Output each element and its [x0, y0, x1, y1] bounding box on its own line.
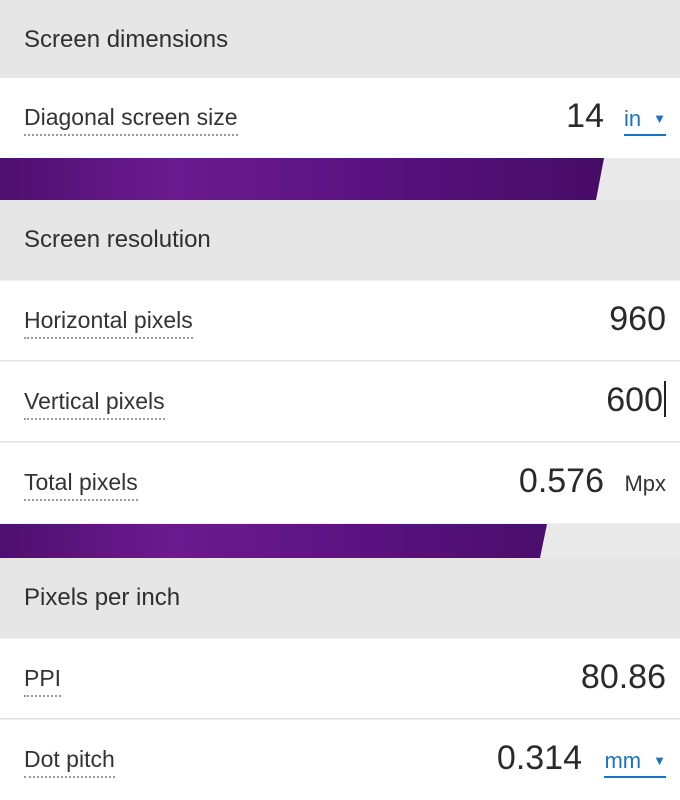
- band-fold: [540, 524, 680, 558]
- dot-pitch-unit-select[interactable]: mm ▼: [604, 746, 666, 778]
- section-title: Screen dimensions: [24, 26, 229, 53]
- section-title: Pixels per inch: [24, 584, 181, 611]
- caret-down-icon: ▼: [653, 753, 666, 768]
- ppi-value: 80.86: [580, 658, 666, 696]
- row-vertical-pixels: Vertical pixels 600: [0, 362, 680, 442]
- row-horizontal-pixels: Horizontal pixels 960: [0, 281, 680, 361]
- section-header-pixels-per-inch: Pixels per inch: [0, 558, 680, 638]
- horizontal-pixels-label: Horizontal pixels: [24, 305, 193, 339]
- horizontal-pixels-input[interactable]: 960: [609, 300, 666, 338]
- decorative-band: [0, 158, 680, 200]
- caret-down-icon: ▼: [653, 111, 666, 126]
- section-header-screen-dimensions: Screen dimensions: [0, 0, 680, 80]
- row-diagonal-screen-size: Diagonal screen size 14 in ▼: [0, 78, 680, 158]
- dot-pitch-label: Dot pitch: [24, 744, 115, 778]
- diagonal-unit-label: in: [624, 106, 642, 131]
- dot-pitch-value: 0.314: [496, 739, 582, 777]
- diagonal-unit-select[interactable]: in ▼: [624, 104, 666, 136]
- row-dot-pitch: Dot pitch 0.314 mm ▼: [0, 720, 680, 800]
- ppi-label: PPI: [24, 663, 62, 697]
- vertical-pixels-value: 600: [606, 381, 663, 419]
- total-pixels-value: 0.576: [518, 462, 604, 500]
- diagonal-label: Diagonal screen size: [24, 102, 238, 136]
- row-total-pixels: Total pixels 0.576 Mpx: [0, 443, 680, 523]
- decorative-band: [0, 524, 680, 558]
- band-fold: [596, 158, 680, 200]
- total-pixels-label: Total pixels: [24, 467, 138, 501]
- section-title: Screen resolution: [24, 226, 211, 253]
- vertical-pixels-label: Vertical pixels: [24, 386, 165, 420]
- row-ppi: PPI 80.86: [0, 639, 680, 719]
- dot-pitch-unit-label: mm: [604, 748, 642, 773]
- text-cursor: [664, 381, 666, 417]
- diagonal-input[interactable]: 14: [566, 97, 604, 135]
- total-pixels-unit: Mpx: [624, 471, 666, 496]
- section-header-screen-resolution: Screen resolution: [0, 200, 680, 280]
- vertical-pixels-input[interactable]: 600: [606, 380, 666, 420]
